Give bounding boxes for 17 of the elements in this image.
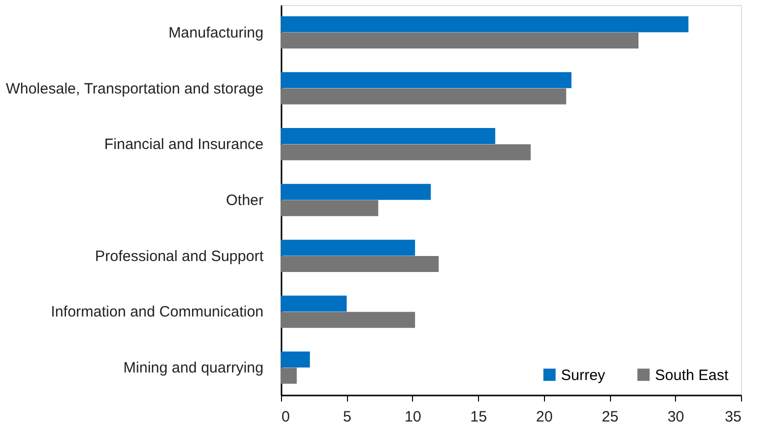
y-tick-label: Information and Communication [50, 304, 264, 321]
x-tick-label: 10 [404, 408, 422, 426]
x-tick-label: 20 [536, 408, 553, 426]
y-tick-label: Professional and Support [95, 248, 264, 265]
x-tick-label: 15 [470, 408, 487, 426]
x-tick-label: 5 [343, 408, 352, 426]
x-tick-label: 25 [602, 408, 618, 426]
y-tick-label: Other [226, 192, 264, 209]
legend-label: Surrey [561, 366, 606, 384]
y-tick-label: Manufacturing [168, 24, 264, 42]
y-tick-label: Mining and quarrying [123, 360, 264, 377]
x-tick-label: 30 [667, 408, 684, 426]
legend-label: South East [655, 366, 730, 384]
x-tick-label: 0 [282, 408, 290, 426]
y-tick-label: Financial and Insurance [104, 136, 264, 154]
y-tick-label: Wholesale, Transportation and storage [6, 80, 264, 98]
x-tick-label: 35 [724, 408, 742, 426]
